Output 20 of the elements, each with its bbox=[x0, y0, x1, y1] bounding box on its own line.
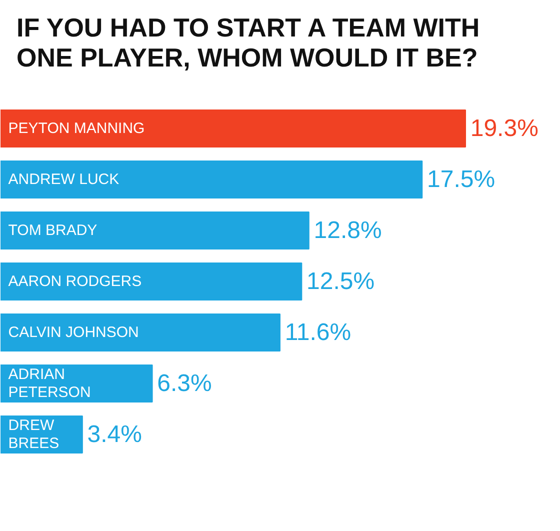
bar bbox=[0, 212, 310, 250]
y-tick-label: ANDREW LUCK bbox=[8, 171, 120, 188]
y-tick-label: CALVIN JOHNSON bbox=[8, 324, 139, 341]
data-label: 3.4% bbox=[87, 421, 142, 448]
bar bbox=[0, 160, 423, 198]
bar bbox=[0, 110, 466, 148]
y-tick-label: PEYTON MANNING bbox=[8, 120, 145, 137]
chart-title: IF YOU HAD TO START A TEAM WITH ONE PLAYER, WHOM WOULD IT BE? bbox=[16, 12, 480, 72]
y-tick-label: ADRIAN PETERSON bbox=[8, 366, 91, 401]
data-label: 12.8% bbox=[314, 217, 382, 244]
y-tick-label: TOM BRADY bbox=[8, 222, 98, 239]
data-label: 6.3% bbox=[157, 370, 212, 397]
y-tick-label: AARON RODGERS bbox=[8, 273, 142, 290]
bar bbox=[0, 314, 280, 352]
data-label: 12.5% bbox=[306, 268, 375, 295]
y-tick-label: DREW BREES bbox=[8, 417, 60, 452]
data-label: 17.5% bbox=[426, 166, 496, 193]
data-label: 11.6% bbox=[284, 319, 352, 346]
data-label: 19.3% bbox=[470, 115, 538, 142]
bar bbox=[0, 262, 302, 300]
